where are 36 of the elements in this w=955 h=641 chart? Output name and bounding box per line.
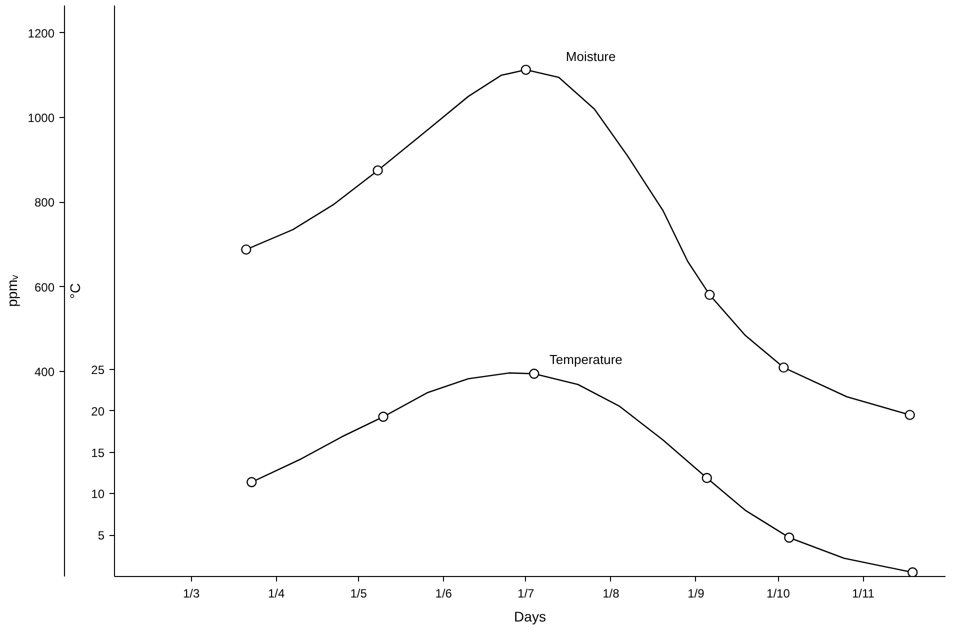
x-tick-label: 1/11 <box>852 586 875 600</box>
x-tick-label: 1/9 <box>688 586 705 600</box>
x-tick-label: 1/7 <box>518 586 535 600</box>
x-tick-label: 1/8 <box>602 586 620 600</box>
point <box>702 472 712 484</box>
point <box>520 64 531 75</box>
y-tick-label: 600 <box>34 280 55 294</box>
y-tick-label: 800 <box>34 196 55 210</box>
y-tick-label: 1000 <box>28 111 55 126</box>
y-axis-title: ppmᵥ <box>4 274 20 307</box>
point <box>778 362 789 373</box>
point <box>372 165 383 176</box>
point <box>241 244 252 255</box>
series-label: Moisture <box>566 48 616 64</box>
x-tick-label: 1/5 <box>350 586 368 600</box>
y2-tick-label: 5 <box>98 528 105 543</box>
y2-tick-label: 25 <box>91 363 105 378</box>
point <box>784 532 794 543</box>
y2-tick-label: 10 <box>91 487 105 502</box>
point <box>378 412 388 422</box>
y2-tick-label: 20 <box>91 404 105 418</box>
point <box>704 290 715 300</box>
point <box>904 410 915 420</box>
x-tick-label: 1/3 <box>182 586 200 600</box>
y-tick-label: 1200 <box>28 26 55 40</box>
x-tick-label: 1/4 <box>268 586 285 600</box>
point <box>907 567 918 576</box>
point <box>529 368 540 379</box>
y2-tick-label: 15 <box>91 446 105 460</box>
point <box>246 477 257 488</box>
series-label: Temperature <box>549 352 622 367</box>
x-tick-label: 1/10 <box>766 586 790 600</box>
y-tick-label: 400 <box>34 364 55 379</box>
x-tick-label: 1/6 <box>435 586 452 600</box>
y2-axis-title: °C <box>67 283 84 299</box>
x-axis-title: Days <box>514 608 546 624</box>
